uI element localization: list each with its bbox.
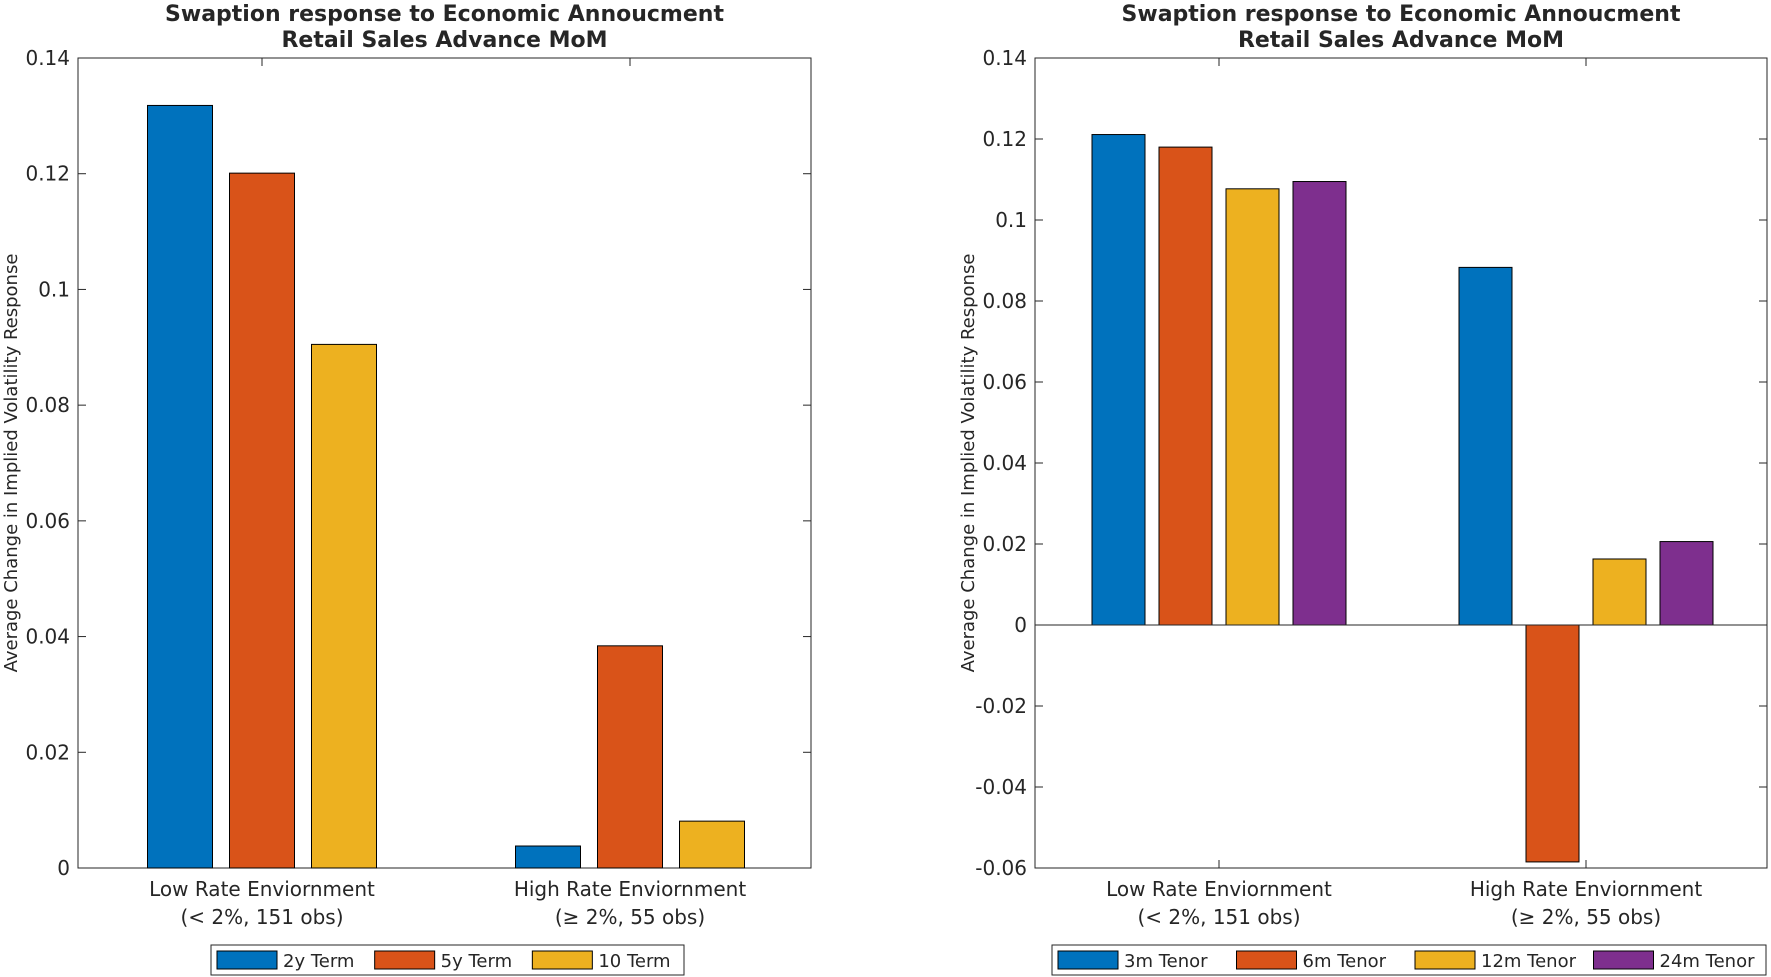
y-tick-label: 0.14	[25, 46, 70, 70]
y-tick-label: 0.1	[38, 277, 70, 301]
y-tick-label: 0.08	[25, 393, 70, 417]
legend-swatch	[1057, 950, 1119, 970]
bar-12m-tenor	[1592, 558, 1647, 626]
bar-5y-term	[229, 172, 295, 869]
legend-swatch	[1593, 950, 1654, 970]
bar-6m-tenor	[1525, 624, 1580, 863]
chart-panel-2: -0.06 -0.04 -0.02 0 0.02 0.04 0.06 0.08 0.1 0.12 0…	[958, 2, 1768, 976]
chart-panel-1: 0 0.02 0.04 0.06 0.08 0.1 0.12 0.14 Low Rate Env…	[1, 2, 812, 976]
chart-title: Swaption response to Economic Annoucment	[165, 2, 724, 27]
legend-label: 10 Term	[598, 951, 670, 972]
y-tick-label: 0	[57, 856, 70, 880]
y-tick-label: -0.06	[975, 856, 1027, 880]
bar-24m-tenor	[1659, 541, 1714, 626]
y-tick-label: 0.06	[25, 509, 70, 533]
y-tick-label: 0.02	[982, 532, 1027, 556]
legend-label: 6m Tenor	[1303, 951, 1387, 972]
x-category-label: (≥ 2%, 55 obs)	[1511, 905, 1661, 929]
legend-swatch	[374, 950, 436, 970]
legend-label: 2y Term	[283, 951, 354, 972]
legend-box	[210, 944, 685, 976]
legend-swatch	[1236, 950, 1297, 970]
chart-subtitle: Retail Sales Advance MoM	[1238, 28, 1564, 53]
y-axis-label: Average Change in Implied Volatility Res…	[1, 254, 22, 673]
bar-10-term	[679, 820, 745, 869]
x-category-label: Low Rate Enviornment	[149, 877, 375, 901]
y-tick-label: 0.04	[25, 625, 70, 649]
chart-title: Swaption response to Economic Annoucment	[1122, 2, 1681, 27]
x-category-label: High Rate Enviornment	[1470, 877, 1702, 901]
y-tick-label: 0.08	[982, 289, 1027, 313]
x-category-label: (< 2%, 151 obs)	[1137, 905, 1300, 929]
bar-12m-tenor	[1225, 188, 1280, 626]
x-category-label: High Rate Enviornment	[514, 877, 746, 901]
legend-swatch	[216, 950, 278, 970]
bar-3m-tenor	[1091, 134, 1146, 626]
y-tick-label: 0.04	[982, 451, 1027, 475]
y-tick-label: 0	[1014, 613, 1027, 637]
y-tick-label: 0.1	[995, 208, 1027, 232]
bar-6m-tenor	[1158, 146, 1213, 626]
x-category-label: Low Rate Enviornment	[1106, 877, 1332, 901]
legend-label: 3m Tenor	[1124, 951, 1208, 972]
x-category-label: (≥ 2%, 55 obs)	[555, 905, 705, 929]
legend-label: 24m Tenor	[1660, 951, 1756, 972]
bar-2y-term	[515, 845, 581, 869]
legend-swatch	[531, 950, 593, 970]
y-tick-label: -0.02	[975, 694, 1027, 718]
x-category-label: (< 2%, 151 obs)	[180, 905, 343, 929]
legend-swatch	[1414, 950, 1476, 970]
legend: 2y Term 5y Term 10 Term	[210, 944, 685, 976]
bar-5y-term	[597, 645, 663, 869]
bar-3m-tenor	[1458, 266, 1513, 626]
bar-24m-tenor	[1292, 181, 1347, 626]
legend-label: 12m Tenor	[1481, 951, 1577, 972]
legend: 3m Tenor 6m Tenor 12m Tenor 24m Tenor	[1051, 944, 1767, 976]
y-tick-label: 0.06	[982, 370, 1027, 394]
y-tick-label: 0.12	[25, 162, 70, 186]
y-tick-label: 0.02	[25, 740, 70, 764]
bar-2y-term	[147, 104, 213, 869]
legend-label: 5y Term	[441, 951, 512, 972]
chart-subtitle: Retail Sales Advance MoM	[281, 28, 607, 53]
y-tick-label: -0.04	[975, 775, 1027, 799]
bar-10-term	[311, 343, 377, 869]
y-tick-label: 0.14	[982, 46, 1027, 70]
axes-box	[77, 57, 812, 869]
y-tick-label: 0.12	[982, 127, 1027, 151]
y-axis-label: Average Change in Implied Volatility Res…	[958, 254, 979, 673]
